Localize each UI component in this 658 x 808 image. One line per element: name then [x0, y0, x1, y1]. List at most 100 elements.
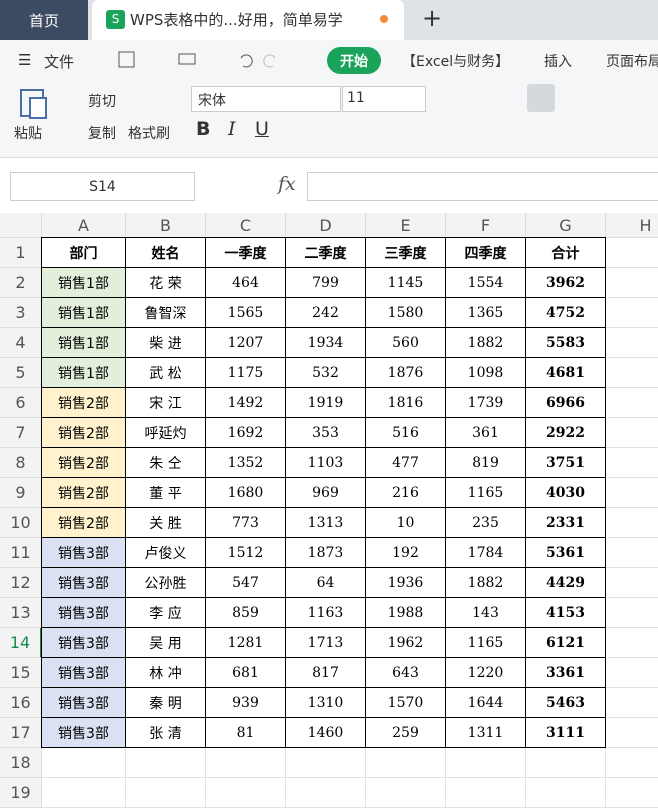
corner — [0, 213, 42, 238]
data-cell: 3361 — [525, 657, 606, 688]
save-icon[interactable] — [118, 51, 135, 68]
data-cell: 公孙胜 — [125, 567, 206, 598]
data-cell: 1165 — [445, 477, 526, 508]
data-cell: 1281 — [205, 627, 286, 658]
data-cell: 4429 — [525, 567, 606, 598]
row-header: 16 — [0, 688, 42, 718]
grid-cell — [606, 358, 658, 388]
data-cell: 1163 — [285, 597, 366, 628]
grid-cell — [606, 418, 658, 448]
menu-tab-active[interactable]: 开始 — [327, 47, 381, 74]
data-cell: 1365 — [445, 297, 526, 328]
data-cell: 516 — [365, 417, 446, 448]
row-header: 7 — [0, 418, 42, 448]
data-cell: 1098 — [445, 357, 526, 388]
grid-cell — [606, 448, 658, 478]
data-cell: 1713 — [285, 627, 366, 658]
data-cell: 1680 — [205, 477, 286, 508]
format-painter-button[interactable]: 格式刷 — [128, 126, 170, 142]
undo-icon[interactable] — [240, 54, 253, 68]
data-cell: 259 — [365, 717, 446, 748]
paste-icon[interactable] — [18, 86, 50, 120]
new-tab[interactable]: + — [422, 4, 443, 32]
grid-cell — [286, 778, 366, 808]
row-header: 13 — [0, 598, 42, 628]
data-cell: 1565 — [205, 297, 286, 328]
data-cell: 643 — [365, 657, 446, 688]
data-cell: 1512 — [205, 537, 286, 568]
data-cell: 关 胜 — [125, 507, 206, 538]
row-header: 4 — [0, 328, 42, 358]
cut-button[interactable]: 剪切 — [88, 94, 116, 110]
formula-input[interactable] — [307, 172, 658, 201]
row-header: 17 — [0, 718, 42, 748]
data-cell: 939 — [205, 687, 286, 718]
data-cell: 464 — [205, 267, 286, 298]
data-cell: 3751 — [525, 447, 606, 478]
data-cell: 宋 江 — [125, 387, 206, 418]
grid-cell — [606, 478, 658, 508]
data-cell: 5463 — [525, 687, 606, 718]
row-header: 18 — [0, 748, 42, 778]
data-cell: 销售2部 — [41, 477, 126, 508]
document-tab[interactable] — [92, 0, 404, 40]
header-cell: 二季度 — [285, 237, 366, 268]
redo-icon[interactable] — [263, 54, 276, 68]
fx-button[interactable]: fx — [278, 173, 296, 195]
data-cell: 353 — [285, 417, 366, 448]
menu-tab[interactable]: 插入 — [544, 54, 572, 70]
menu-tab[interactable]: 【Excel与财务】 — [402, 54, 510, 70]
grid-cell — [206, 778, 286, 808]
data-cell: 1570 — [365, 687, 446, 718]
grid-cell — [526, 748, 606, 778]
grid-cell — [126, 748, 206, 778]
data-cell: 1145 — [365, 267, 446, 298]
quick-toolbar — [118, 51, 276, 68]
file-menu[interactable]: 文件 — [44, 53, 75, 71]
data-cell: 6121 — [525, 627, 606, 658]
bold-button[interactable]: B — [196, 118, 211, 140]
column-header: B — [126, 213, 206, 238]
grid-cell — [606, 568, 658, 598]
grid-cell — [606, 508, 658, 538]
data-cell: 1816 — [365, 387, 446, 418]
font-size-select[interactable]: 11 — [342, 86, 426, 112]
data-cell: 销售1部 — [41, 357, 126, 388]
data-cell: 销售2部 — [41, 447, 126, 478]
grid-cell — [366, 778, 446, 808]
data-cell: 6966 — [525, 387, 606, 418]
align-center-button[interactable] — [527, 84, 555, 112]
data-cell: 1784 — [445, 537, 526, 568]
font-select[interactable]: 宋体 — [191, 86, 341, 112]
print-icon[interactable] — [178, 53, 196, 65]
row-header: 1 — [0, 238, 42, 268]
data-cell: 1882 — [445, 567, 526, 598]
grid-cell — [446, 778, 526, 808]
copy-button[interactable]: 复制 — [88, 126, 116, 142]
home-tab[interactable]: 首页 — [0, 0, 88, 40]
name-box[interactable]: S14 — [10, 172, 195, 201]
grid-cell — [446, 748, 526, 778]
data-cell: 销售3部 — [41, 687, 126, 718]
data-cell: 1220 — [445, 657, 526, 688]
grid-cell — [606, 388, 658, 418]
underline-button[interactable]: U — [255, 118, 269, 140]
data-cell: 销售3部 — [41, 537, 126, 568]
row-header: 11 — [0, 538, 42, 568]
data-cell: 1554 — [445, 267, 526, 298]
data-cell: 819 — [445, 447, 526, 478]
menu-tab[interactable]: 页面布局 — [606, 54, 658, 70]
data-cell: 董 平 — [125, 477, 206, 508]
grid-cell — [606, 748, 658, 778]
data-cell: 477 — [365, 447, 446, 478]
data-cell: 1310 — [285, 687, 366, 718]
data-cell: 4153 — [525, 597, 606, 628]
data-cell: 1873 — [285, 537, 366, 568]
menu-icon[interactable]: ☰ — [18, 51, 32, 69]
paste-button[interactable]: 粘贴 — [14, 126, 42, 142]
data-cell: 216 — [365, 477, 446, 508]
data-cell: 64 — [285, 567, 366, 598]
italic-button[interactable]: I — [228, 118, 236, 140]
grid-cell — [606, 538, 658, 568]
data-cell: 817 — [285, 657, 366, 688]
